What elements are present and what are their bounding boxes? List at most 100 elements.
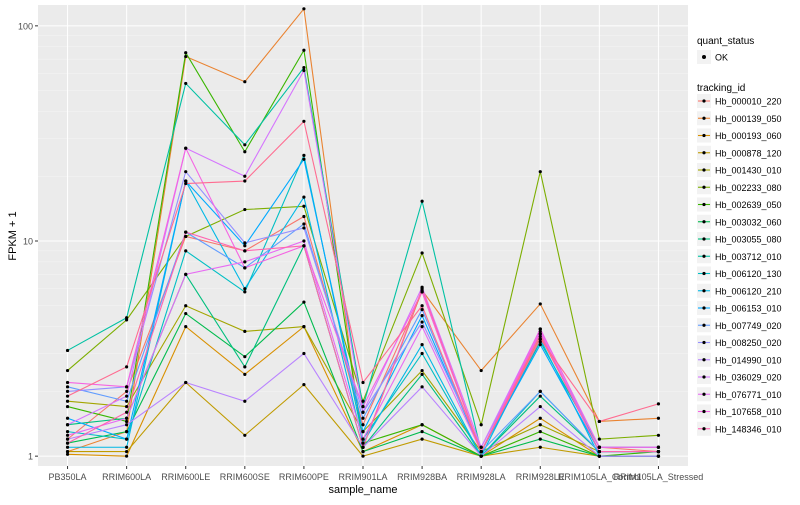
x-tick-label: RRIM105LA_Control (558, 472, 641, 482)
data-point (538, 423, 542, 427)
data-point (361, 437, 365, 441)
data-point (420, 372, 424, 376)
legend-key-point (702, 168, 706, 172)
legend-entry-label: OK (715, 53, 728, 63)
legend-entry-label: Hb_000139_050 (715, 114, 782, 124)
data-point (184, 181, 188, 186)
data-point (361, 423, 365, 427)
legend-key-point (702, 306, 706, 310)
legend-key-point (702, 237, 706, 241)
data-point (538, 332, 542, 336)
legend-entry-label: Hb_006120_130 (715, 269, 782, 279)
data-point (597, 437, 601, 441)
data-point (656, 454, 661, 458)
legend-entry-label: Hb_002233_080 (715, 183, 782, 193)
data-point (538, 302, 542, 306)
data-point (538, 394, 542, 398)
data-point (243, 260, 247, 264)
data-point (184, 272, 188, 276)
data-point (479, 454, 483, 458)
x-tick-label: RRIM600PE (279, 472, 329, 482)
data-point (538, 334, 542, 339)
data-point (184, 81, 188, 86)
data-point (302, 65, 306, 70)
data-point (538, 445, 542, 449)
data-point (420, 368, 424, 373)
legend-entry-label: Hb_000878_120 (715, 148, 782, 158)
data-point (184, 325, 188, 329)
data-point (184, 249, 188, 253)
data-point (243, 365, 247, 369)
data-point (302, 7, 306, 11)
data-point (65, 445, 70, 449)
data-point (538, 404, 542, 409)
legend-entry-label: Hb_006120_210 (715, 286, 782, 296)
data-point (125, 423, 129, 427)
legend-key-point (702, 271, 706, 276)
data-point (361, 399, 365, 403)
data-point (125, 437, 129, 441)
data-point (420, 325, 424, 329)
data-points (65, 7, 661, 458)
data-point (302, 68, 306, 73)
legend-entry-label: Hb_001430_010 (715, 166, 782, 176)
x-tick-label: RRIM928LA (457, 472, 506, 482)
data-point (361, 441, 365, 445)
data-point (302, 222, 306, 226)
legend-key-point (702, 202, 706, 207)
data-point (125, 445, 129, 449)
data-point (184, 170, 188, 174)
data-point (243, 150, 247, 154)
data-point (597, 450, 601, 454)
data-point (420, 343, 424, 347)
legend-entry-label: Hb_000010_220 (715, 97, 782, 107)
data-point (420, 314, 424, 318)
data-point (656, 433, 661, 437)
legend-entry-label: Hb_076771_010 (715, 390, 782, 400)
data-point (420, 307, 424, 312)
data-point (65, 385, 70, 389)
data-point (420, 304, 424, 308)
data-point (302, 325, 306, 329)
data-point (184, 311, 188, 316)
data-point (302, 214, 306, 219)
data-point (65, 433, 70, 437)
data-point (184, 146, 188, 150)
data-point (65, 368, 70, 373)
data-point (479, 368, 483, 373)
data-point (125, 450, 129, 454)
data-point (302, 195, 306, 199)
data-point (420, 290, 424, 294)
data-point (184, 230, 188, 234)
legend-title-quant-status: quant_status (697, 36, 754, 47)
data-point (125, 416, 129, 420)
data-point (184, 304, 188, 308)
data-point (597, 454, 601, 458)
legend-entry-label: Hb_014990_010 (715, 355, 782, 365)
x-tick-label: RRIM901LA (338, 472, 387, 482)
legend-key-point (702, 340, 706, 345)
data-point (538, 340, 542, 344)
data-point (125, 389, 129, 393)
data-point (243, 179, 247, 183)
data-point (597, 419, 601, 424)
data-point (361, 416, 365, 420)
y-tick-label: 100 (18, 21, 33, 31)
data-point (243, 372, 247, 376)
legend-key-point (702, 323, 706, 327)
legend-entry-label: Hb_107658_010 (715, 407, 782, 417)
data-point (538, 343, 542, 347)
legend-key-point (702, 358, 706, 362)
x-tick-label: RRIM105LA_Stressed (614, 472, 704, 482)
data-point (65, 399, 70, 403)
data-point (538, 389, 542, 393)
legend-key-point (702, 220, 706, 224)
data-point (538, 170, 542, 174)
data-point (479, 445, 483, 449)
data-point (243, 433, 247, 437)
data-point (184, 179, 188, 183)
x-tick-label: RRIM600LE (161, 472, 210, 482)
data-point (243, 287, 247, 291)
data-point (243, 355, 247, 359)
legend-entry-label: Hb_003712_010 (715, 252, 782, 262)
